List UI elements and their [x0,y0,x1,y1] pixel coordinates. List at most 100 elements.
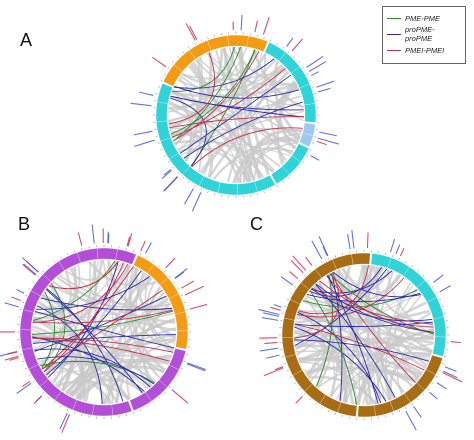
background-link [396,343,434,395]
ring-tick [293,172,295,174]
ring-tick [303,274,306,277]
ring-block-divider [403,266,410,277]
ring-block-divider [387,257,392,269]
ring-tick [444,312,447,314]
pmei-pmei-link [326,275,434,328]
gene-label-mark [171,389,189,404]
propme-propme-link [309,266,382,297]
gene-label-mark [33,395,43,404]
legend-swatch-propme-propme [387,33,401,35]
ring-block-divider [290,66,300,74]
background-link [298,267,384,312]
ring-block-divider [54,391,62,401]
ring-tick [139,408,141,411]
ring-block-divider [72,399,78,411]
ring-tick [411,265,413,268]
ring-tick [263,191,265,194]
ring-tick [163,73,166,75]
ring-tick [47,265,50,268]
ring-tick [270,39,272,42]
ring-tick [188,46,190,49]
ring-tick [60,256,62,259]
ring-tick [302,67,305,69]
gene-label-mark [450,341,461,344]
ring-tick [306,73,309,75]
pmei-pmei-link [171,67,286,138]
background-link [34,267,78,316]
gene-label-mark [366,232,369,249]
ring-tick [427,280,430,282]
background-link [31,334,170,364]
ring-tick [334,412,336,415]
ring-tick [281,312,284,314]
gene-label-mark [126,236,131,247]
gene-label-mark [306,55,324,68]
ring-block-divider [173,64,183,72]
ring-tick [327,257,330,260]
ring-tick [385,252,387,255]
background-link [168,66,285,123]
pme-pme-link [315,274,333,387]
ring-tick [302,161,305,163]
ring-tick [422,274,425,277]
ring-block-divider [168,293,179,299]
gene-label-mark [22,264,36,276]
ring-tick [183,302,186,304]
ring-tick [314,135,317,137]
gene-label-mark [274,366,284,371]
pmei-pmei-link [311,287,434,325]
ring-tick [47,396,50,399]
gene-label-mark [273,304,282,308]
gene-label-mark [21,257,39,273]
gene-label-mark [4,302,19,308]
ring-tick [290,376,293,378]
propme-propme-link [306,292,421,303]
pme-pme-link [32,310,174,335]
propme-propme-link [36,305,103,404]
ring-tick [180,367,183,369]
ring-tick [427,388,430,390]
propme-propme-link [47,261,119,378]
propme-propme-link [294,321,433,327]
ring-tick [341,252,343,255]
ring-block-divider [182,166,191,175]
ring-tick [194,42,196,45]
gene-label-mark [191,192,202,212]
background-link [206,52,304,107]
legend-label-pme-pme: PME-PME [405,13,441,23]
background-link [41,293,165,374]
ring-block-divider [389,401,395,412]
background-link [34,264,132,353]
ring-tick [431,382,434,384]
gene-label-mark [263,312,280,317]
background-link [168,63,205,110]
ring-tick [422,393,425,396]
propme-propme-link [173,58,275,89]
gene-label-mark [316,80,335,88]
ring-tick [177,56,179,58]
ring-tick [207,191,209,194]
ring-tick [177,288,180,290]
gene-label-mark [145,242,152,254]
ring-tick [309,269,311,272]
pmei-pmei-link [32,337,174,353]
gene-label-mark [130,102,152,107]
ring-tick [314,93,317,95]
propme-propme-link [310,270,393,294]
ring-tick [146,405,148,408]
background-link [293,331,326,382]
ring-tick [417,269,419,272]
gene-label-mark [322,246,328,257]
propme-propme-link [170,97,207,167]
ring-tick [392,412,394,415]
gene-label-mark [22,380,31,387]
ring-tick [155,93,158,95]
gene-label-mark [308,61,326,73]
propme-propme-link [35,276,151,310]
ring-block-divider [42,274,52,282]
gene-label-mark [187,362,206,371]
propme-propme-link [332,271,422,298]
ring-tick [81,414,83,417]
background-link [181,68,287,81]
gene-label-mark [429,391,438,400]
